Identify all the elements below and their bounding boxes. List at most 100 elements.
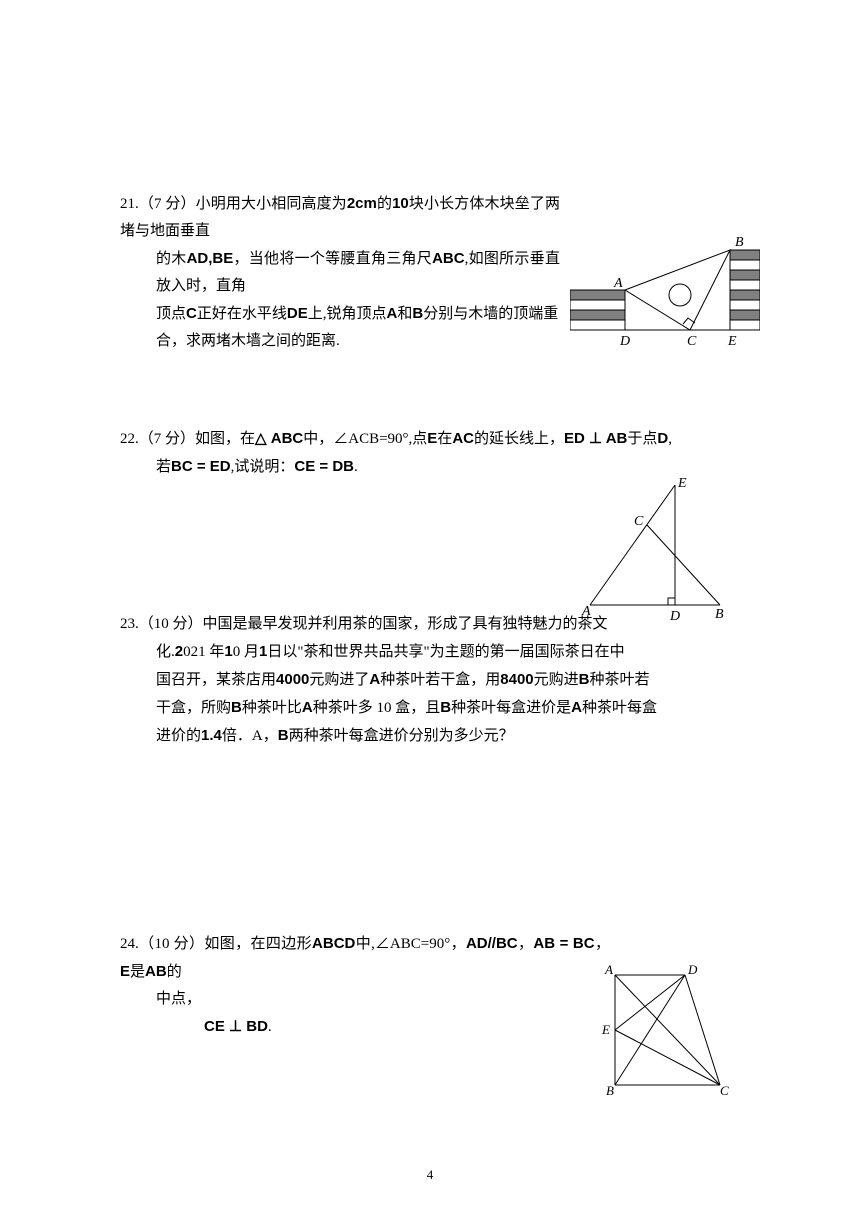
var: 8400 <box>500 671 533 688</box>
var: D <box>657 430 668 447</box>
page-number: 4 <box>427 1163 434 1186</box>
var: 2 <box>175 643 183 660</box>
text: 化. <box>156 644 175 660</box>
problem-number: 23. <box>120 616 139 632</box>
text: 元购进了 <box>309 672 369 688</box>
var: AB <box>145 963 167 980</box>
text: 上,锐角顶点 <box>308 306 387 322</box>
label-c: C <box>634 514 644 529</box>
label-c: C <box>687 334 697 349</box>
text: 中，∠ACB=90°,点 <box>303 431 427 447</box>
line: 化.2021 年10 月1日以"茶和世界共品共享"为主题的第一届国际茶日在中 <box>120 638 740 666</box>
text: 两种茶叶每盒进价分别为多少元？ <box>289 728 514 744</box>
var: CE ⊥ BD <box>204 1018 268 1035</box>
figure-24: A D E B C <box>600 960 730 1105</box>
var: 1 <box>224 643 232 660</box>
line: 干盒，所购B种茶叶比A种茶叶多 10 盒，且B种茶叶每盒进价是A种茶叶每盒 <box>120 694 740 722</box>
problem-number: 21. <box>120 196 139 212</box>
label-d: D <box>619 334 630 349</box>
var: B <box>412 305 423 322</box>
label-e: E <box>727 334 737 349</box>
var: E <box>120 963 130 980</box>
text: 是 <box>130 964 145 980</box>
label-e: E <box>601 1022 610 1037</box>
problem-21: 21.（7 分）小明用大小相同高度为2cm的10块小长方体木块垒了两堵与地面垂直… <box>120 190 740 355</box>
text: , <box>668 431 672 447</box>
var: B <box>579 671 590 688</box>
text: 元购进 <box>534 672 579 688</box>
text: 中国是最早发现并利用茶的国家，形成了具有独特魅力的茶文 <box>203 616 608 632</box>
text: 如图，在四边形 <box>204 936 312 952</box>
points-label: （10 分） <box>139 616 203 632</box>
line: 中点， <box>120 986 610 1013</box>
label-b: B <box>606 1083 614 1095</box>
text: 分别与木墙的顶端重 <box>423 306 558 322</box>
text: 种茶叶多 10 盒，且 <box>313 700 441 716</box>
var: AD//BC <box>466 935 518 952</box>
text: . <box>268 1019 272 1035</box>
text: 如图，在 <box>195 431 255 447</box>
label-e: E <box>677 476 687 491</box>
text: ， <box>595 936 610 952</box>
text: 和 <box>397 306 412 322</box>
var: 2cm <box>347 195 377 212</box>
problem-23: 23.（10 分）中国是最早发现并利用茶的国家，形成了具有独特魅力的茶文 化.2… <box>120 611 740 750</box>
label-a: A <box>613 276 623 291</box>
text: 种茶叶若干盒，用 <box>380 672 500 688</box>
var: CE = DB <box>294 458 354 475</box>
text: 日以"茶和世界共品共享"为主题的第一届国际茶日在中 <box>267 644 624 660</box>
var: 4000 <box>276 671 309 688</box>
label-a: A <box>604 962 613 977</box>
var: B <box>231 699 242 716</box>
var: A <box>369 671 380 688</box>
problem-21-text: 21.（7 分）小明用大小相同高度为2cm的10块小长方体木块垒了两堵与地面垂直… <box>120 190 560 355</box>
var: DE <box>287 305 308 322</box>
text: ， <box>518 936 534 952</box>
text: ，当他将一个等腰直角三角尺 <box>233 251 432 267</box>
text: 中,∠ABC=90°， <box>355 936 466 952</box>
problem-24: 24.（10 分）如图，在四边形ABCD中,∠ABC=90°，AD//BC，AB… <box>120 930 740 1041</box>
var: ED ⊥ AB <box>564 430 627 447</box>
text: 种茶叶每盒 <box>582 700 657 716</box>
text: 种茶叶比 <box>242 700 302 716</box>
var: ABC <box>432 250 465 267</box>
text: 正好在水平线 <box>197 306 287 322</box>
text: 于点 <box>627 431 657 447</box>
var: A <box>571 699 582 716</box>
text: 干盒，所购 <box>156 700 231 716</box>
var: 10 <box>392 195 409 212</box>
var: B <box>440 699 451 716</box>
var: AB = BC <box>533 935 594 952</box>
text: 小明用大小相同高度为 <box>196 196 347 212</box>
text: 的木 <box>156 251 187 267</box>
var: B <box>278 727 289 744</box>
text: 倍．A， <box>222 728 278 744</box>
var: E <box>427 430 437 447</box>
var: ABCD <box>312 935 355 952</box>
text: 进价的 <box>156 728 201 744</box>
text: 种茶叶每盒进价是 <box>451 700 571 716</box>
text: ,试说明： <box>231 459 295 475</box>
problem-number: 22. <box>120 431 139 447</box>
text: 的 <box>167 964 182 980</box>
line: 顶点C正好在水平线DE上,锐角顶点A和B分别与木墙的顶端重 <box>120 300 560 328</box>
label-d: D <box>687 962 698 977</box>
line: CE ⊥ BD. <box>120 1013 610 1041</box>
line: 的木AD,BE，当他将一个等腰直角三角尺ABC,如图所示垂直放入时，直角 <box>120 245 560 300</box>
figure-21: A B C D E <box>570 220 760 360</box>
points-label: （10 分） <box>139 936 205 952</box>
var: AC <box>452 430 474 447</box>
text: . <box>354 459 358 475</box>
var: A <box>302 699 313 716</box>
var: AD,BE <box>187 250 234 267</box>
points-label: （7 分） <box>139 196 196 212</box>
var: 1.4 <box>201 727 222 744</box>
text: 在 <box>437 431 452 447</box>
label-c: C <box>720 1083 729 1095</box>
text: 的 <box>377 196 392 212</box>
text: 国召开，某茶店用 <box>156 672 276 688</box>
text: 顶点 <box>156 306 186 322</box>
line: 进价的1.4倍．A，B两种茶叶每盒进价分别为多少元？ <box>120 722 740 750</box>
text: 种茶叶若 <box>590 672 650 688</box>
text: 若 <box>156 459 171 475</box>
